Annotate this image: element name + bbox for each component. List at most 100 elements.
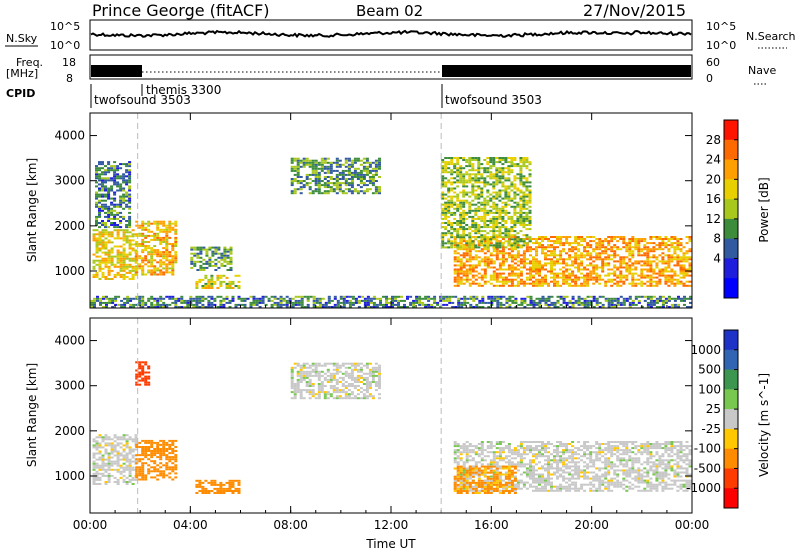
- power-cell: [144, 263, 148, 266]
- power-cell: [528, 238, 532, 241]
- power-cell: [168, 295, 172, 298]
- power-cell: [510, 274, 514, 277]
- power-cell: [101, 241, 105, 244]
- power-cell: [637, 242, 641, 245]
- power-cell: [92, 233, 96, 236]
- power-cell: [344, 192, 348, 195]
- power-cell: [447, 240, 451, 243]
- velocity-cell: [147, 441, 151, 444]
- power-cell: [308, 159, 312, 162]
- power-cell: [492, 157, 496, 159]
- power-cell: [430, 303, 434, 306]
- power-cell: [290, 167, 294, 170]
- velocity-cell: [290, 370, 294, 373]
- power-cell: [463, 297, 467, 300]
- power-cell: [285, 301, 289, 304]
- power-cell: [568, 254, 572, 257]
- power-cell: [412, 306, 416, 308]
- power-cell: [504, 258, 508, 261]
- velocity-cell: [174, 468, 178, 471]
- velocity-cell: [101, 472, 105, 475]
- power-cell: [652, 242, 656, 245]
- power-cell: [95, 215, 98, 218]
- velocity-cell: [326, 381, 330, 383]
- velocity-cell: [296, 372, 300, 375]
- power-cell: [462, 228, 466, 231]
- power-cell: [441, 193, 445, 196]
- power-cell: [474, 270, 478, 273]
- power-cell: [297, 295, 301, 298]
- velocity-cell: [341, 362, 345, 365]
- power-cell: [504, 234, 508, 237]
- power-cell: [350, 165, 354, 168]
- power-cell: [475, 295, 479, 298]
- power-cell: [670, 278, 674, 281]
- power-cell: [444, 209, 448, 212]
- power-cell: [131, 276, 135, 278]
- power-cell: [214, 262, 218, 265]
- power-cell: [444, 165, 448, 168]
- power-cell: [314, 163, 318, 166]
- power-cell: [397, 299, 400, 302]
- power-cell: [128, 217, 132, 220]
- power-cell: [369, 297, 373, 300]
- power-cell: [528, 195, 532, 198]
- power-cell: [529, 272, 532, 275]
- power-cell: [207, 295, 211, 298]
- power-cell: [486, 199, 490, 202]
- velocity-cell: [323, 393, 327, 396]
- power-cell: [689, 301, 692, 304]
- power-cell: [646, 284, 650, 287]
- power-cell: [122, 187, 126, 190]
- power-cell: [583, 284, 587, 287]
- power-cell: [501, 157, 505, 159]
- power-cell: [388, 301, 391, 304]
- power-cell: [459, 177, 463, 180]
- velocity-cell: [98, 444, 102, 447]
- velocity-cell: [302, 397, 306, 400]
- power-cell: [601, 252, 605, 255]
- power-cell: [101, 199, 104, 202]
- power-cell: [314, 169, 318, 172]
- power-cell: [486, 248, 490, 251]
- power-cell: [583, 256, 587, 259]
- power-cell: [592, 250, 596, 253]
- power-cell: [105, 297, 108, 300]
- power-cell: [205, 260, 209, 263]
- power-cell: [320, 157, 324, 160]
- power-cell: [299, 192, 303, 195]
- velocity-cell: [107, 481, 111, 483]
- power-cell: [456, 246, 460, 249]
- power-cell: [610, 236, 614, 238]
- power-cell: [153, 220, 157, 223]
- power-cell: [592, 260, 596, 263]
- power-cell: [673, 270, 677, 273]
- power-cell: [135, 265, 139, 268]
- power-cell: [489, 266, 493, 269]
- power-cell: [658, 270, 662, 273]
- power-cell: [113, 177, 117, 180]
- power-cell: [610, 297, 614, 300]
- power-cell: [492, 181, 496, 184]
- velocity-cell: [323, 395, 327, 398]
- power-cell: [131, 257, 135, 260]
- power-cell: [436, 303, 440, 306]
- power-cell: [122, 193, 126, 196]
- power-cell: [150, 263, 154, 266]
- power-cell: [229, 266, 233, 269]
- power-cell: [156, 299, 160, 302]
- velocity-cell: [237, 479, 241, 482]
- velocity-cell: [150, 441, 154, 444]
- velocity-cell: [138, 470, 142, 473]
- power-cell: [141, 297, 145, 300]
- power-cell: [335, 169, 339, 172]
- power-cell: [183, 306, 187, 308]
- power-colorbar-label: Power [dB]: [757, 177, 771, 242]
- power-cell: [498, 193, 502, 196]
- power-cell: [523, 297, 527, 300]
- power-cell: [604, 238, 608, 240]
- power-cell: [661, 306, 665, 308]
- power-cell: [498, 252, 502, 255]
- power-cell: [513, 177, 517, 180]
- power-cell: [583, 238, 587, 240]
